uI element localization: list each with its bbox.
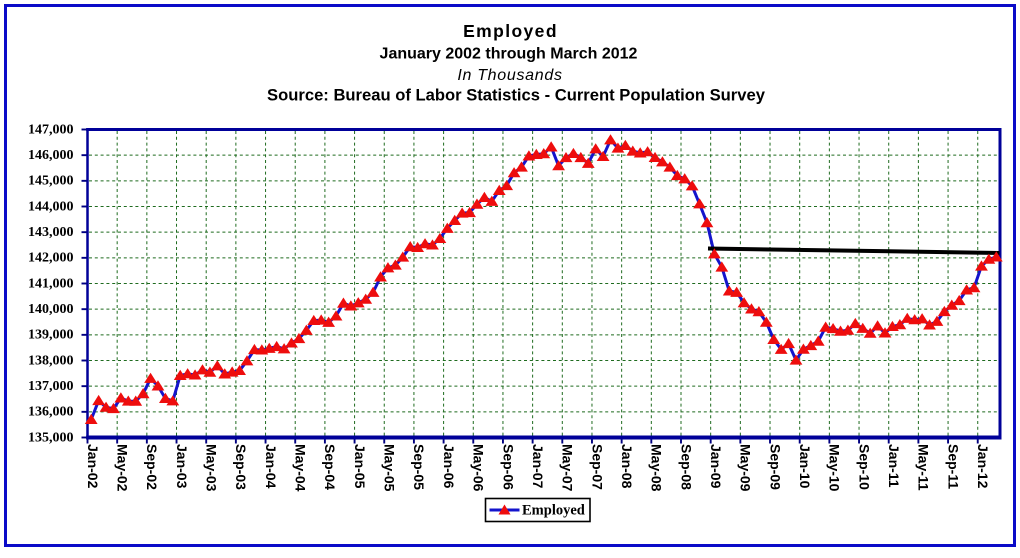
svg-text:138,000: 138,000 <box>28 353 74 368</box>
svg-text:Employed: Employed <box>522 503 585 519</box>
svg-text:Employed: Employed <box>463 21 558 41</box>
svg-text:143,000: 143,000 <box>28 225 74 240</box>
svg-text:Sep-07: Sep-07 <box>589 444 605 490</box>
svg-text:Jan-05: Jan-05 <box>352 444 368 489</box>
svg-text:May-02: May-02 <box>114 444 130 492</box>
svg-text:142,000: 142,000 <box>28 251 74 266</box>
svg-text:May-10: May-10 <box>827 444 843 492</box>
svg-text:Sep-09: Sep-09 <box>767 444 783 490</box>
svg-text:May-08: May-08 <box>649 444 665 492</box>
svg-text:May-04: May-04 <box>293 444 309 492</box>
svg-text:Sep-06: Sep-06 <box>500 444 516 490</box>
svg-text:140,000: 140,000 <box>28 302 74 317</box>
svg-text:January 2002 through March 201: January 2002 through March 2012 <box>380 46 638 63</box>
svg-text:136,000: 136,000 <box>28 405 74 420</box>
svg-text:May-06: May-06 <box>471 444 487 492</box>
svg-text:Sep-08: Sep-08 <box>678 444 694 490</box>
svg-text:Jan-04: Jan-04 <box>263 444 279 489</box>
svg-text:Sep-03: Sep-03 <box>233 444 249 490</box>
svg-text:Sep-11: Sep-11 <box>945 444 961 489</box>
svg-text:Sep-05: Sep-05 <box>411 444 427 490</box>
svg-text:In Thousands: In Thousands <box>457 67 562 84</box>
svg-text:Sep-10: Sep-10 <box>856 444 872 490</box>
svg-text:144,000: 144,000 <box>28 199 74 214</box>
svg-text:Source: Bureau of Labor Statis: Source: Bureau of Labor Statistics - Cur… <box>267 86 766 105</box>
svg-text:Jan-08: Jan-08 <box>619 444 635 489</box>
svg-text:135,000: 135,000 <box>28 430 74 445</box>
svg-text:137,000: 137,000 <box>28 379 74 394</box>
svg-text:139,000: 139,000 <box>28 328 74 343</box>
svg-text:Sep-02: Sep-02 <box>144 444 160 490</box>
svg-text:Jan-07: Jan-07 <box>530 444 546 489</box>
svg-text:Jan-09: Jan-09 <box>708 444 724 489</box>
svg-text:141,000: 141,000 <box>28 276 74 291</box>
svg-text:May-11: May-11 <box>916 444 932 491</box>
svg-text:Jan-12: Jan-12 <box>975 444 991 489</box>
svg-text:147,000: 147,000 <box>28 122 74 137</box>
svg-text:May-09: May-09 <box>738 444 754 492</box>
svg-text:May-07: May-07 <box>560 444 576 492</box>
svg-text:Sep-04: Sep-04 <box>322 444 338 490</box>
svg-text:Jan-06: Jan-06 <box>441 444 457 489</box>
svg-text:146,000: 146,000 <box>28 148 74 163</box>
svg-text:Jan-03: Jan-03 <box>174 444 190 489</box>
svg-text:May-05: May-05 <box>382 444 398 492</box>
svg-text:May-03: May-03 <box>204 444 220 492</box>
svg-text:Jan-11: Jan-11 <box>886 444 902 488</box>
svg-text:145,000: 145,000 <box>28 174 74 189</box>
svg-text:Jan-10: Jan-10 <box>797 444 813 489</box>
svg-text:Jan-02: Jan-02 <box>85 444 101 489</box>
